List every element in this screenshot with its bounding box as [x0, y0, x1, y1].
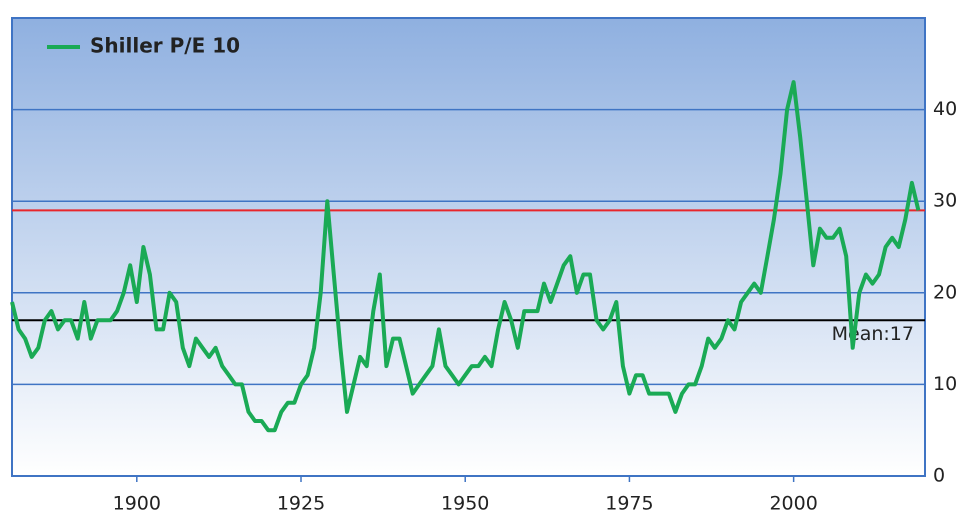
series-line [10, 80, 921, 433]
x-tick-label: 1950 [441, 493, 489, 515]
y-tick-label: 40 [933, 98, 957, 120]
x-tick-label: 1900 [113, 493, 161, 515]
x-tick-label: 1975 [605, 493, 653, 515]
y-tick-label: 0 [933, 465, 945, 487]
x-tick-label: 2000 [769, 493, 817, 515]
y-tick-label: 20 [933, 281, 957, 303]
y-tick-label: 30 [933, 190, 957, 212]
plot-area [11, 17, 926, 477]
mean-label: Mean:17 [832, 323, 914, 345]
x-tick-label: 1925 [277, 493, 325, 515]
legend-label: Shiller P/E 10 [90, 34, 240, 58]
y-tick-label: 10 [933, 373, 957, 395]
